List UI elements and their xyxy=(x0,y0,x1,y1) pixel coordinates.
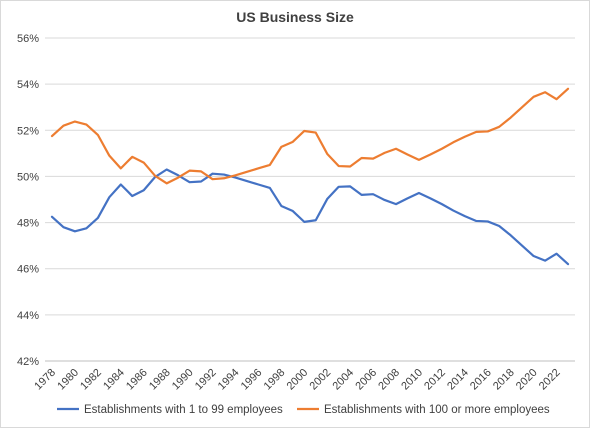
y-tick-label: 54% xyxy=(17,79,39,91)
x-tick-label: 1984 xyxy=(101,367,127,393)
x-tick-label: 2004 xyxy=(330,367,356,393)
x-tick-label: 2018 xyxy=(491,367,517,393)
x-tick-label: 1992 xyxy=(193,367,219,393)
x-tick-label: 2000 xyxy=(285,367,311,393)
y-tick-label: 52% xyxy=(17,125,39,137)
x-tick-label: 1994 xyxy=(216,367,242,393)
x-tick-label: 2002 xyxy=(308,367,334,393)
x-tick-label: 2012 xyxy=(422,367,448,393)
y-axis-labels: 42% 44% 46% 48% 50% 52% 54% 56% xyxy=(17,33,39,368)
chart-title: US Business Size xyxy=(236,9,354,25)
x-tick-label: 1996 xyxy=(239,367,265,393)
x-tick-label: 1990 xyxy=(170,367,196,393)
legend-label-1: Establishments with 1 to 99 employees xyxy=(84,404,283,416)
y-tick-label: 48% xyxy=(17,218,39,230)
x-tick-label: 1998 xyxy=(262,367,288,393)
x-tick-label: 2006 xyxy=(353,367,379,393)
x-tick-label: 1986 xyxy=(124,367,150,393)
legend: Establishments with 1 to 99 employees Est… xyxy=(57,404,550,416)
x-tick-label: 1978 xyxy=(32,367,58,393)
y-tick-label: 42% xyxy=(17,356,39,368)
x-tick-label: 2022 xyxy=(537,367,563,393)
y-tick-label: 50% xyxy=(17,171,39,183)
x-tick-label: 2008 xyxy=(376,367,402,393)
x-tick-label: 2010 xyxy=(399,367,425,393)
x-tick-label: 1988 xyxy=(147,367,173,393)
x-tick-label: 2020 xyxy=(514,367,540,393)
x-tick-label: 2014 xyxy=(445,367,471,393)
legend-label-2: Establishments with 100 or more employee… xyxy=(324,404,550,416)
x-tick-label: 1980 xyxy=(55,367,81,393)
y-tick-label: 46% xyxy=(17,264,39,276)
series-lines xyxy=(50,87,570,266)
x-tick-label: 1982 xyxy=(78,367,104,393)
x-tick-label: 2016 xyxy=(468,367,494,393)
series-line-2 xyxy=(50,87,570,185)
series-line-1 xyxy=(50,168,570,266)
gridlines xyxy=(45,37,575,316)
y-tick-label: 44% xyxy=(17,310,39,322)
x-axis-labels: 1978198019821984198619881990199219941996… xyxy=(32,367,562,393)
y-tick-label: 56% xyxy=(17,33,39,45)
